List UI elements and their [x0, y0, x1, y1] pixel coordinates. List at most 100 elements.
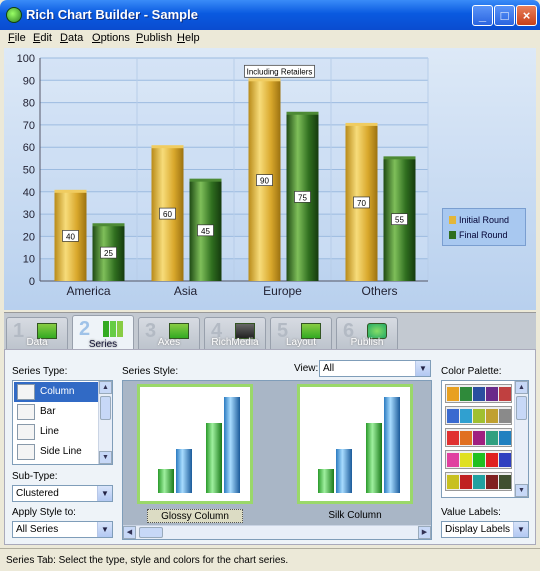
view-select[interactable]: All ▼: [319, 360, 431, 377]
chart-area[interactable]: 0 10 20 30 40 50 60 70 80 90 100 40 25 America 60 45 Asi…: [4, 48, 536, 310]
bar-cap: [92, 223, 125, 227]
palette-row[interactable]: [445, 406, 512, 425]
style-thumb-silk[interactable]: [297, 384, 413, 504]
y-tick-label: 70: [23, 120, 35, 132]
x-tick-label: Asia: [174, 284, 198, 298]
data-label-box: [256, 174, 273, 187]
chart: 0 10 20 30 40 50 60 70 80 90 100 40 25 America 60 45 Asi…: [17, 53, 429, 298]
close-button[interactable]: ×: [516, 5, 537, 26]
y-tick-label: 80: [23, 98, 35, 110]
chevron-down-icon: ▼: [97, 522, 112, 537]
menu-data[interactable]: Data: [60, 32, 84, 44]
y-tick-label: 100: [17, 53, 35, 65]
palette-row[interactable]: [445, 428, 512, 447]
data-label: 75: [298, 193, 307, 202]
scroll-up-icon: ▲: [515, 381, 528, 394]
y-tick-label: 60: [23, 142, 35, 154]
tab-data[interactable]: 1 Data: [6, 317, 68, 351]
window-title: Rich Chart Builder - Sample: [26, 7, 198, 22]
subtype-select[interactable]: Clustered ▼: [12, 485, 113, 502]
series-type-line[interactable]: Line: [14, 422, 98, 442]
menu-help[interactable]: Help: [177, 32, 200, 44]
tab-layout[interactable]: 5 Layout: [270, 317, 332, 351]
data-label: 60: [163, 210, 172, 219]
data-label: 40: [66, 232, 75, 241]
palette-swatch: [447, 453, 459, 467]
menu-file[interactable]: File: [8, 32, 26, 44]
series-style-label: Series Style:: [122, 366, 179, 377]
value-labels-label: Value Labels:: [441, 507, 501, 518]
value-labels-select[interactable]: Display Labels ▼: [441, 521, 529, 538]
color-palette-list[interactable]: ▲ ▼: [441, 380, 529, 498]
style-label-silk[interactable]: Silk Column: [328, 510, 382, 521]
series-type-scrollbar[interactable]: ▲ ▼: [98, 381, 112, 464]
subtype-label: Sub-Type:: [12, 471, 58, 482]
menu-options[interactable]: Options: [92, 32, 130, 44]
style-label-glossy[interactable]: Glossy Column: [147, 509, 243, 523]
palette-swatch: [473, 475, 485, 489]
apply-style-select[interactable]: All Series ▼: [12, 521, 113, 538]
film-icon: [235, 323, 255, 339]
bar-cap: [151, 145, 184, 149]
series-type-label: Series Type:: [12, 366, 68, 377]
scroll-right-icon: ▶: [418, 526, 431, 539]
color-palette-label: Color Palette:: [441, 366, 502, 377]
palette-row[interactable]: [445, 472, 512, 491]
palette-swatch: [473, 453, 485, 467]
chart-legend: Initial Round Final Round: [442, 208, 526, 246]
series-type-column[interactable]: Column: [14, 382, 98, 402]
bar-chart-icon: [17, 404, 35, 420]
y-tick-label: 20: [23, 231, 35, 243]
series-style-gallery[interactable]: Glossy Column Silk Column ◀ ▶: [122, 380, 432, 540]
glossy-column-preview: [158, 397, 240, 493]
palette-row[interactable]: [445, 450, 512, 469]
palette-swatch: [486, 431, 498, 445]
apply-style-label: Apply Style to:: [12, 507, 76, 518]
series-type-side-line[interactable]: Side Line: [14, 442, 98, 462]
palette-swatch: [460, 453, 472, 467]
palette-scrollbar[interactable]: ▲ ▼: [514, 381, 528, 497]
palette-swatch: [460, 387, 472, 401]
scroll-up-icon: ▲: [99, 381, 112, 394]
series-type-list[interactable]: Column Bar Line Side Line ▲ ▼: [12, 380, 113, 465]
x-tick-label: America: [66, 284, 110, 298]
menu-publish[interactable]: Publish: [136, 32, 173, 44]
layout-icon: [301, 323, 321, 339]
menu-edit[interactable]: Edit: [33, 32, 52, 44]
scroll-thumb: [516, 396, 527, 420]
bar-cap: [383, 156, 416, 160]
side-line-chart-icon: [17, 444, 35, 460]
scroll-down-icon: ▼: [515, 484, 528, 497]
x-tick-label: Europe: [263, 284, 302, 298]
tab-series[interactable]: 2 Series: [72, 315, 134, 352]
data-label: 90: [260, 177, 269, 186]
legend-initial: Initial Round: [449, 215, 509, 225]
y-tick-label: 10: [23, 254, 35, 266]
x-tick-label: Others: [361, 284, 397, 298]
palette-swatch: [473, 387, 485, 401]
bar-cap: [286, 111, 319, 115]
bar-cap: [345, 122, 378, 126]
y-tick-label: 0: [29, 276, 35, 288]
data-label: 25: [104, 249, 113, 258]
scroll-left-icon: ◀: [123, 526, 136, 539]
series-type-bar[interactable]: Bar: [14, 402, 98, 422]
palette-swatch: [447, 409, 459, 423]
scroll-thumb: [139, 527, 163, 538]
palette-swatch: [486, 475, 498, 489]
status-bar: Series Tab: Select the type, style and c…: [0, 548, 540, 571]
palette-swatch: [447, 387, 459, 401]
bar-chart-icon: [103, 321, 123, 337]
tab-richmedia[interactable]: 4 RichMedia: [204, 317, 266, 351]
minimize-button[interactable]: _: [472, 5, 493, 26]
data-label-box: [391, 213, 408, 226]
style-thumb-glossy[interactable]: [137, 384, 253, 504]
palette-swatch: [499, 387, 511, 401]
tab-publish[interactable]: 6 Publish: [336, 317, 398, 351]
view-label: View:: [294, 363, 319, 374]
globe-icon: [367, 323, 387, 339]
palette-row[interactable]: [445, 384, 512, 403]
maximize-button[interactable]: □: [494, 5, 515, 26]
style-gallery-scrollbar[interactable]: ◀ ▶: [123, 525, 431, 539]
tab-axes[interactable]: 3 Axes: [138, 317, 200, 351]
